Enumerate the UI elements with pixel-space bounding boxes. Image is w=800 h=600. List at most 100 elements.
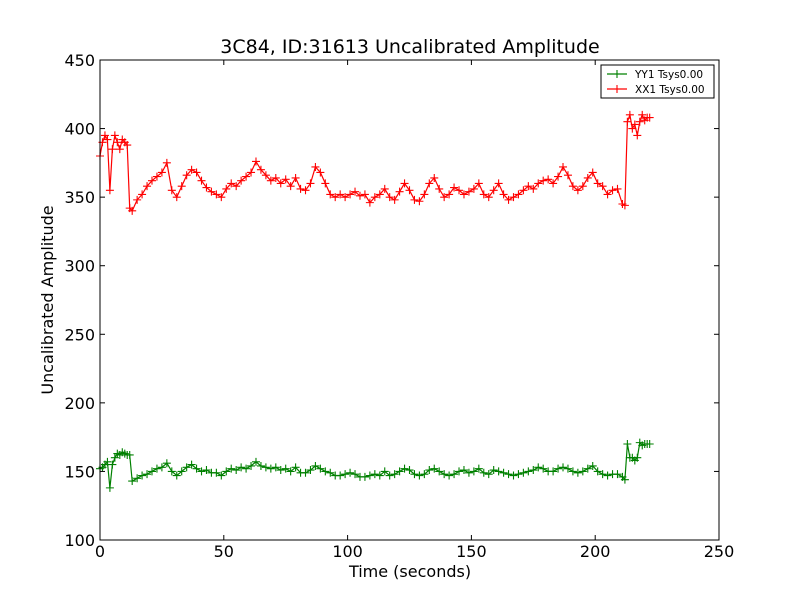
data-point <box>182 171 191 180</box>
data-point <box>147 467 156 476</box>
series-line <box>99 441 650 488</box>
data-point <box>524 182 533 191</box>
y-tick-label: 100 <box>64 531 95 550</box>
data-point <box>108 460 117 469</box>
data-point <box>489 186 498 195</box>
data-point <box>455 186 464 195</box>
data-point <box>232 466 241 475</box>
data-point <box>469 467 478 476</box>
data-point <box>440 470 449 479</box>
data-point <box>103 135 112 144</box>
series-1 <box>96 110 654 215</box>
data-point <box>316 168 325 177</box>
data-point <box>603 190 612 199</box>
data-point <box>504 195 513 204</box>
data-point <box>578 467 587 476</box>
data-point <box>494 467 503 476</box>
data-point <box>177 182 186 191</box>
data-point <box>385 471 394 480</box>
data-point <box>346 190 355 199</box>
x-tick-label: 50 <box>214 542 234 561</box>
data-point <box>524 467 533 476</box>
data-point <box>123 141 132 150</box>
data-point <box>341 193 350 202</box>
data-point <box>563 171 572 180</box>
data-point <box>128 206 137 215</box>
chart-title: 3C84, ID:31613 Uncalibrated Amplitude <box>220 36 599 58</box>
data-point <box>623 440 632 448</box>
data-point <box>316 464 325 473</box>
data-point <box>395 187 404 196</box>
data-point <box>157 168 166 177</box>
data-point <box>365 198 374 207</box>
data-point <box>375 471 384 480</box>
data-point <box>306 179 315 188</box>
data-point <box>125 450 134 459</box>
data-point <box>133 474 142 483</box>
data-point <box>266 464 275 473</box>
plot-area <box>96 110 654 492</box>
data-point <box>227 464 236 473</box>
data-point <box>326 468 335 477</box>
data-point <box>172 193 181 202</box>
data-point <box>281 464 290 473</box>
data-point <box>296 184 305 193</box>
x-axis-label: Time (seconds) <box>348 562 471 581</box>
data-point <box>370 470 379 479</box>
data-point <box>420 190 429 199</box>
data-point <box>593 467 602 476</box>
data-point <box>489 466 498 475</box>
data-point <box>385 193 394 202</box>
data-point <box>331 193 340 202</box>
data-point <box>103 457 112 466</box>
y-tick-label: 400 <box>64 120 95 139</box>
data-point <box>128 477 137 486</box>
x-tick-label: 0 <box>95 542 105 561</box>
data-point <box>559 463 568 472</box>
data-point <box>202 466 211 475</box>
data-point <box>197 176 206 185</box>
data-point <box>573 468 582 477</box>
data-point <box>474 464 483 473</box>
data-point <box>554 464 563 473</box>
data-point <box>247 168 256 177</box>
data-point <box>380 467 389 476</box>
data-point <box>167 186 176 195</box>
data-point <box>370 193 379 202</box>
data-point <box>291 463 300 472</box>
data-point <box>271 173 280 182</box>
data-point <box>445 190 454 199</box>
data-point <box>261 463 270 472</box>
data-point <box>395 467 404 476</box>
data-point <box>202 183 211 192</box>
data-point <box>534 179 543 188</box>
data-point <box>544 175 553 184</box>
data-point <box>420 470 429 479</box>
data-point <box>613 470 622 479</box>
data-point <box>237 176 246 185</box>
data-point <box>346 468 355 477</box>
data-point <box>152 464 161 473</box>
legend-box <box>600 64 715 99</box>
data-point <box>519 468 528 477</box>
data-point <box>464 468 473 477</box>
data-point <box>630 120 639 129</box>
y-tick-label: 350 <box>64 188 95 207</box>
data-point <box>559 162 568 171</box>
data-point <box>405 186 414 195</box>
y-tick-label: 300 <box>64 257 95 276</box>
data-point <box>133 195 142 204</box>
data-point <box>415 471 424 480</box>
data-point <box>138 471 147 480</box>
data-point <box>167 467 176 476</box>
data-point <box>450 470 459 479</box>
x-tick-label: 200 <box>580 542 611 561</box>
data-point <box>306 466 315 475</box>
data-point <box>113 138 122 147</box>
data-point <box>529 184 538 193</box>
data-point <box>430 173 439 182</box>
data-point <box>628 124 637 133</box>
data-point <box>286 182 295 191</box>
data-point <box>499 468 508 477</box>
